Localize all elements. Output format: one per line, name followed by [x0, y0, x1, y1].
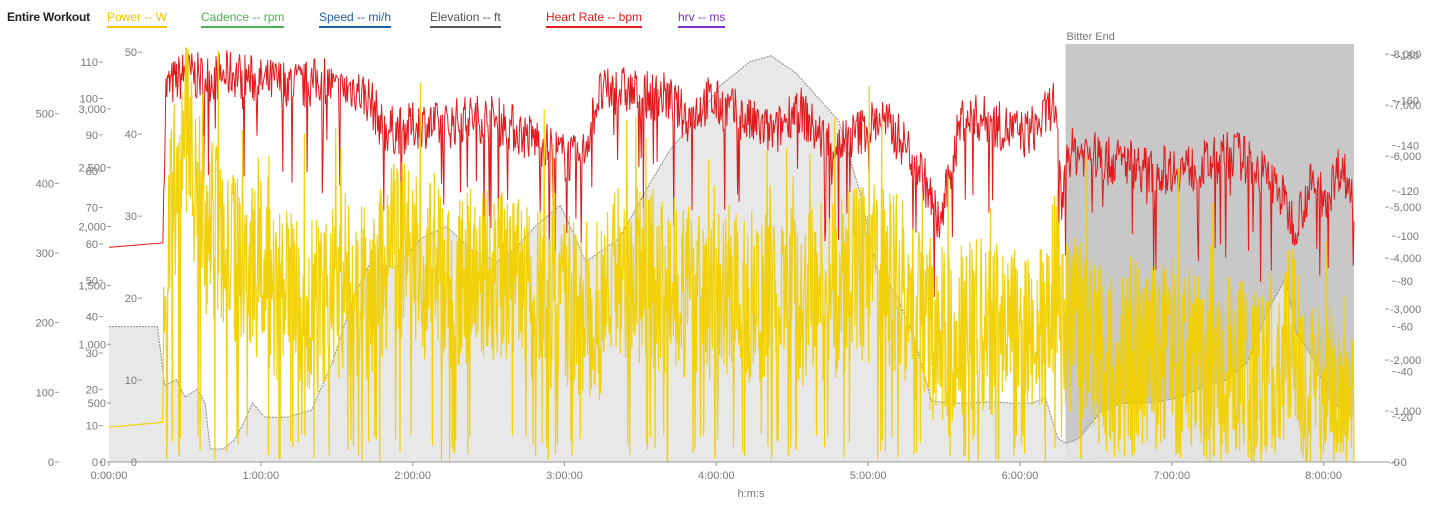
axis-elevation-tick-label: 1,000	[78, 339, 106, 351]
axis-cadence-tick-label: 0	[92, 457, 98, 469]
axis-speed-tick-label: 40	[125, 129, 137, 141]
x-axis-tick-label: 2:00:00	[394, 470, 431, 482]
legend-swatch-speed	[319, 26, 392, 28]
axis-elevation-tick-label: 2,000	[78, 222, 106, 234]
x-axis-tick-label: 5:00:00	[850, 470, 887, 482]
axis-power-tick-label: 0	[48, 457, 54, 469]
axis-heart_rate: -0 -20 -40 -60 -80 -100 -120 -140 -160 -180	[1392, 50, 1419, 469]
axis-elevation-tick-label: 500	[88, 398, 106, 410]
axis-hrv-tick-label: -0	[1390, 457, 1400, 469]
axis-power: 0 100 200 300 400 500	[36, 109, 59, 469]
legend-label-power: Power -- W	[107, 10, 167, 24]
axis-cadence-tick-label: 110	[80, 57, 98, 69]
legend-swatch-heart-rate	[546, 26, 643, 28]
axis-heart_rate-tick-label: -120	[1397, 186, 1419, 198]
workout-selector[interactable]: Entire Workout	[7, 10, 90, 24]
x-axis-tick-label: 6:00:00	[1002, 470, 1039, 482]
legend-item-heart-rate[interactable]: Heart Rate -- bpm	[546, 10, 643, 28]
axis-cadence-tick-label: 100	[80, 94, 98, 106]
legend-swatch-cadence	[201, 26, 285, 28]
axis-hrv: -0 -1,000 -2,000 -3,000 -4,000 -5,000 -6,000 -7…	[1385, 49, 1421, 469]
x-axis-tick-label: 4:00:00	[698, 470, 735, 482]
legend-label-speed: Speed -- mi/h	[319, 10, 392, 24]
axis-cadence-tick-label: 10	[86, 421, 98, 433]
axis-heart_rate-tick-label: -140	[1397, 141, 1419, 153]
axis-cadence-tick-label: 20	[86, 384, 98, 396]
axis-speed: 0 10 20 30 40 50	[125, 47, 142, 469]
legend-swatch-power	[107, 26, 167, 28]
axis-power-tick-label: 100	[36, 387, 54, 399]
legend-label-heart-rate: Heart Rate -- bpm	[546, 10, 643, 24]
axis-heart_rate-tick-label: -0	[1397, 457, 1407, 469]
axis-heart_rate-tick-label: -180	[1397, 50, 1419, 62]
series-power	[108, 47, 1355, 463]
axis-power-tick-label: 500	[36, 109, 54, 121]
legend-item-hrv[interactable]: hrv -- ms	[678, 10, 726, 28]
axis-hrv-tick-label: -8,000	[1390, 49, 1421, 61]
axis-hrv-tick-label: -3,000	[1390, 304, 1421, 316]
axis-hrv-tick-label: -6,000	[1390, 151, 1421, 163]
legend-label-hrv: hrv -- ms	[678, 10, 726, 24]
x-axis-tick-label: 8:00:00	[1305, 470, 1342, 482]
axis-power-tick-label: 300	[36, 248, 54, 260]
axis-heart_rate-tick-label: -60	[1397, 321, 1413, 333]
x-axis-title: h:m:s	[738, 488, 765, 500]
axis-cadence-tick-label: 40	[86, 312, 98, 324]
highlight-label: Bitter End	[1067, 31, 1115, 43]
axis-elevation-tick-label: 2,500	[78, 163, 106, 175]
axis-heart_rate-tick-label: -100	[1397, 231, 1419, 243]
axis-hrv-tick-label: -1,000	[1390, 406, 1421, 418]
legend-item-speed[interactable]: Speed -- mi/h	[319, 10, 392, 28]
axis-speed-tick-label: 10	[125, 375, 137, 387]
axis-hrv-tick-label: -2,000	[1390, 355, 1421, 367]
axis-speed-tick-label: 20	[125, 293, 137, 305]
axis-speed-tick-label: 50	[125, 47, 137, 59]
axis-hrv-tick-label: -5,000	[1390, 202, 1421, 214]
axis-hrv-tick-label: -4,000	[1390, 253, 1421, 265]
axis-cadence-tick-label: 90	[86, 130, 98, 142]
x-axis-tick-label: 0:00:00	[91, 470, 128, 482]
axis-cadence-tick-label: 50	[86, 275, 98, 287]
legend-label-cadence: Cadence -- rpm	[201, 10, 285, 24]
series-layer	[108, 47, 1355, 463]
x-axis-tick-label: 3:00:00	[546, 470, 583, 482]
legend-label-elevation: Elevation -- ft	[430, 10, 501, 24]
axis-power-tick-label: 400	[36, 178, 54, 190]
axis-heart_rate-tick-label: -80	[1397, 276, 1413, 288]
axis-hrv-tick-label: -7,000	[1390, 100, 1421, 112]
legend-item-elevation[interactable]: Elevation -- ft	[430, 10, 501, 28]
axis-power-tick-label: 200	[36, 318, 54, 330]
axis-heart_rate-tick-label: -20	[1397, 412, 1413, 424]
legend-item-cadence[interactable]: Cadence -- rpm	[201, 10, 285, 28]
axis-heart_rate-tick-label: -160	[1397, 95, 1419, 107]
axis-cadence-tick-label: 30	[86, 348, 98, 360]
axis-cadence-tick-label: 60	[86, 239, 98, 251]
axis-speed-tick-label: 0	[131, 457, 137, 469]
axis-cadence: 0 10 20 30 40 50 60 70 80 90 100 110	[80, 57, 103, 469]
x-axis-tick-label: 1:00:00	[242, 470, 279, 482]
axis-elevation-tick-label: 1,500	[78, 280, 106, 292]
axes-layer: 0100200300400500010203040506070809010011…	[36, 47, 1422, 500]
axis-speed-tick-label: 30	[125, 211, 137, 223]
legend-swatch-hrv	[678, 26, 726, 28]
x-axis-tick-label: 7:00:00	[1153, 470, 1190, 482]
legend-swatch-elevation	[430, 26, 501, 28]
axis-cadence-tick-label: 70	[86, 203, 98, 215]
chart-legend: Entire Workout Power -- W Cadence -- rpm…	[0, 0, 1442, 30]
axis-heart_rate-tick-label: -40	[1397, 367, 1413, 379]
series-heart-rate	[108, 50, 1355, 298]
legend-item-power[interactable]: Power -- W	[107, 10, 167, 28]
axis-cadence-tick-label: 80	[86, 166, 98, 178]
axis-elevation-tick-label: 3,000	[78, 104, 106, 116]
axis-elevation-tick-label: 0	[100, 457, 106, 469]
